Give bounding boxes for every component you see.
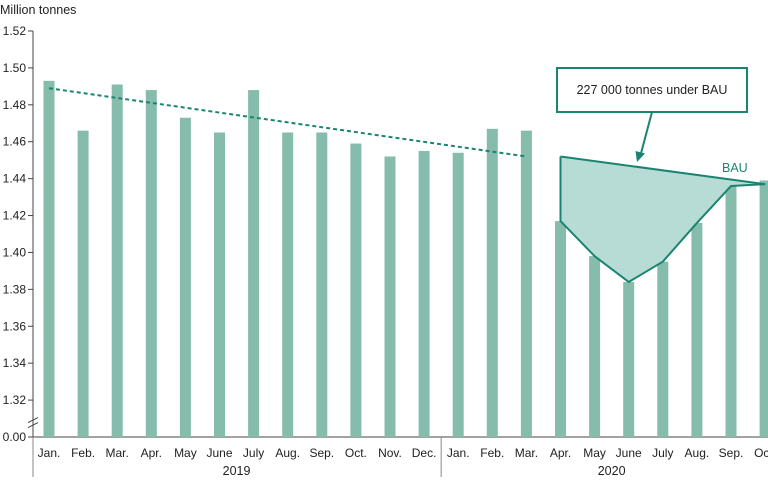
x-tick-label: Jan. <box>447 446 470 460</box>
x-group-label: 2020 <box>598 464 626 478</box>
y-tick-label: 0.00 <box>3 430 27 444</box>
bar <box>145 90 157 438</box>
bar-series <box>43 80 768 438</box>
x-group-label: 2019 <box>223 464 251 478</box>
x-tick-label: July <box>652 446 673 460</box>
y-axis: 0.00 1.32 1.34 1.36 1.38 1.40 1.42 1.44 1.46 1.48… <box>3 24 39 444</box>
bar <box>384 156 396 437</box>
bar <box>350 143 362 437</box>
bar <box>282 132 294 437</box>
x-tick-label: Aug. <box>685 446 710 460</box>
callout-pointer <box>639 111 653 158</box>
x-tick-label: Aug. <box>275 446 300 460</box>
x-tick-label: Feb. <box>71 446 95 460</box>
callout-text: 227 000 tonnes under BAU <box>577 83 728 97</box>
bar <box>77 130 89 437</box>
x-tick-label: Sep. <box>309 446 334 460</box>
y-tick-label: 1.34 <box>3 356 27 370</box>
x-tick-label: July <box>243 446 264 460</box>
x-tick-label: Feb. <box>480 446 504 460</box>
bau-line <box>560 155 766 186</box>
x-tick-label: Apr. <box>550 446 571 460</box>
x-tick-label: Mar. <box>106 446 129 460</box>
bar <box>418 150 430 438</box>
callout-box <box>556 67 748 113</box>
x-tick-label: Nov. <box>378 446 402 460</box>
under-bau-area <box>560 156 766 282</box>
x-tick-label: Mar. <box>515 446 538 460</box>
bau-series-label: BAU <box>722 161 748 175</box>
bar <box>691 222 703 437</box>
callout: 227 000 tonnes under BAU <box>556 67 748 162</box>
actual-line <box>559 156 766 283</box>
trend-lines <box>48 87 766 283</box>
bar <box>486 128 498 438</box>
x-tick-label: May <box>174 446 197 460</box>
y-tick-label: 1.52 <box>3 24 27 38</box>
bar <box>623 281 635 437</box>
axis-break-mark <box>27 417 39 428</box>
y-tick-label: 1.44 <box>3 172 27 186</box>
bar <box>111 84 123 437</box>
y-tick-label: 1.50 <box>3 61 27 75</box>
y-tick-label: 1.46 <box>3 135 27 149</box>
bar <box>248 90 260 438</box>
bar <box>179 117 191 438</box>
y-tick-label: 1.32 <box>3 393 27 407</box>
x-tick-label: Apr. <box>141 446 162 460</box>
x-tick-label: May <box>583 446 606 460</box>
y-tick-label: 1.40 <box>3 245 27 259</box>
x-tick-label: June <box>206 446 232 460</box>
x-tick-label: Jan. <box>38 446 61 460</box>
bar <box>214 132 225 437</box>
callout-arrowhead <box>635 151 645 162</box>
x-tick-label: June <box>616 446 642 460</box>
bar <box>759 180 768 437</box>
y-tick-label: 1.48 <box>3 98 27 112</box>
y-axis-unit-label: Million tonnes <box>0 3 76 17</box>
x-tick-label: Sep. <box>719 446 744 460</box>
bar <box>316 132 328 437</box>
bar <box>520 130 532 437</box>
x-axis: Jan. Feb. Mar. Apr. May June July Aug. Sep. Oct. N… <box>32 436 768 478</box>
dashed-trend-line <box>48 87 527 158</box>
bar <box>43 80 55 437</box>
y-tick-label: 1.36 <box>3 319 27 333</box>
y-tick-label: 1.38 <box>3 282 27 296</box>
bar <box>657 261 669 437</box>
x-tick-label: Oct. <box>345 446 367 460</box>
x-tick-label: Dec. <box>412 446 437 460</box>
x-tick-label: Oct. <box>754 446 768 460</box>
y-tick-label: 1.42 <box>3 209 27 223</box>
bar <box>725 186 737 437</box>
bar <box>452 152 464 438</box>
bar <box>555 221 566 437</box>
bar <box>589 256 601 437</box>
